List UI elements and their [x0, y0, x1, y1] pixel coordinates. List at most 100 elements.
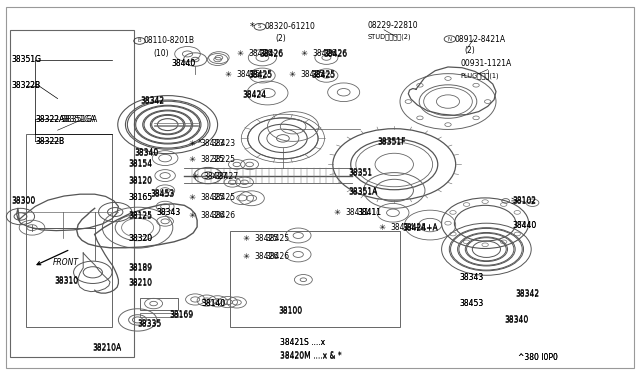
Text: 38120: 38120 — [128, 177, 152, 186]
Text: 08320-61210: 08320-61210 — [264, 22, 315, 31]
Text: *: * — [250, 22, 255, 32]
Text: 38169: 38169 — [170, 310, 194, 319]
Text: 38210: 38210 — [128, 279, 152, 288]
Text: 38440: 38440 — [512, 221, 536, 230]
Text: 38140: 38140 — [202, 299, 226, 308]
Text: 38343: 38343 — [460, 273, 484, 282]
Text: 38453: 38453 — [460, 299, 484, 308]
Text: (2): (2) — [465, 46, 476, 55]
Text: (2): (2) — [275, 34, 286, 43]
Text: 38425: 38425 — [211, 193, 236, 202]
Text: N: N — [448, 36, 452, 42]
Text: 38425: 38425 — [301, 70, 325, 79]
Text: 00931-1121A: 00931-1121A — [461, 60, 512, 68]
Text: 38343: 38343 — [157, 208, 181, 217]
Text: FRONT: FRONT — [53, 258, 79, 267]
Text: ✳: ✳ — [188, 193, 195, 202]
Text: 38425: 38425 — [255, 234, 279, 243]
Text: ^380 l0P0: ^380 l0P0 — [518, 353, 558, 362]
Text: 38322A: 38322A — [35, 115, 65, 124]
Text: 38453: 38453 — [150, 190, 175, 199]
Text: 38423: 38423 — [200, 139, 225, 148]
Bar — [230, 231, 400, 327]
Text: 38421S ....x: 38421S ....x — [280, 339, 325, 347]
Text: ✳: ✳ — [225, 70, 232, 79]
Text: 38340: 38340 — [504, 316, 529, 325]
Text: 38453: 38453 — [150, 189, 175, 198]
Text: 38225: 38225 — [200, 155, 225, 164]
Text: 38426: 38426 — [255, 252, 279, 261]
Text: 38340: 38340 — [134, 148, 159, 157]
Text: 38322B: 38322B — [12, 81, 41, 90]
Text: 38140: 38140 — [202, 299, 226, 308]
Text: 38425: 38425 — [248, 71, 273, 80]
Text: PLUGプラグ(1): PLUGプラグ(1) — [461, 72, 499, 79]
Text: 38426: 38426 — [259, 49, 284, 58]
Text: 38320: 38320 — [128, 234, 152, 243]
Text: 38425: 38425 — [237, 70, 261, 79]
Text: 38343: 38343 — [460, 273, 484, 282]
Text: ✳: ✳ — [300, 49, 307, 58]
Text: 38343: 38343 — [157, 208, 181, 217]
Text: 38322B: 38322B — [35, 137, 65, 146]
Text: ✳: ✳ — [188, 155, 195, 164]
Text: 38427: 38427 — [214, 172, 239, 181]
Text: ✳: ✳ — [378, 223, 385, 232]
Text: 38300: 38300 — [12, 197, 36, 206]
Text: 38426: 38426 — [312, 49, 337, 58]
Text: ✳: ✳ — [188, 211, 195, 220]
Text: 38426: 38426 — [323, 49, 348, 58]
Bar — [10, 30, 134, 357]
Text: 08912-8421A: 08912-8421A — [454, 35, 506, 44]
Text: 38120: 38120 — [128, 176, 152, 185]
Text: 38225: 38225 — [211, 155, 236, 164]
Text: ✳: ✳ — [333, 208, 340, 217]
Text: 38425: 38425 — [266, 234, 290, 243]
Text: 38125: 38125 — [128, 211, 152, 220]
Text: 38189: 38189 — [128, 264, 152, 273]
Text: S: S — [258, 24, 262, 29]
Text: 38426: 38426 — [266, 252, 290, 261]
Text: 38420M ....x & *: 38420M ....x & * — [280, 351, 341, 360]
Text: 38421S ....x: 38421S ....x — [280, 339, 325, 347]
Text: B: B — [138, 38, 141, 44]
Text: 08110-8201B: 08110-8201B — [144, 36, 195, 45]
Text: 38189: 38189 — [128, 263, 152, 272]
Text: 38154: 38154 — [128, 159, 152, 168]
Text: 38300: 38300 — [12, 196, 36, 205]
Text: 38342: 38342 — [515, 290, 540, 299]
Text: 38411: 38411 — [357, 208, 381, 217]
Text: ✳: ✳ — [191, 172, 198, 181]
Text: 38440: 38440 — [512, 221, 536, 230]
Text: 38453: 38453 — [460, 299, 484, 308]
Text: 38351A: 38351A — [349, 187, 378, 196]
Text: ^380 l0P0: ^380 l0P0 — [518, 353, 558, 362]
Text: 38424: 38424 — [242, 90, 266, 99]
Text: 38425: 38425 — [200, 193, 225, 202]
Text: 38165: 38165 — [128, 193, 152, 202]
Text: 38351F: 38351F — [378, 138, 406, 147]
Text: (10): (10) — [154, 49, 169, 58]
Text: 38335: 38335 — [138, 320, 162, 329]
Text: 38310: 38310 — [54, 276, 79, 285]
Text: 38100: 38100 — [278, 307, 303, 316]
Text: 38425: 38425 — [248, 70, 273, 79]
Text: 38424+A: 38424+A — [390, 223, 426, 232]
Text: ✳: ✳ — [236, 49, 243, 58]
Text: 38351: 38351 — [349, 169, 373, 178]
Text: 38424+A: 38424+A — [402, 223, 438, 232]
Text: 38169: 38169 — [170, 311, 194, 320]
Text: 38351GA: 38351GA — [61, 115, 96, 124]
Text: 38423: 38423 — [211, 139, 236, 148]
Text: 38440: 38440 — [172, 60, 196, 68]
Text: 38351: 38351 — [349, 169, 373, 177]
Bar — [140, 298, 178, 310]
Text: 38351A: 38351A — [349, 188, 378, 197]
Text: 38342: 38342 — [141, 96, 165, 105]
Text: 38102: 38102 — [512, 197, 536, 206]
Text: 38340: 38340 — [134, 149, 159, 158]
Text: 38322A: 38322A — [35, 115, 65, 124]
Text: ✳: ✳ — [289, 70, 296, 79]
Text: x: x — [198, 138, 202, 144]
Text: 38425: 38425 — [312, 70, 336, 79]
